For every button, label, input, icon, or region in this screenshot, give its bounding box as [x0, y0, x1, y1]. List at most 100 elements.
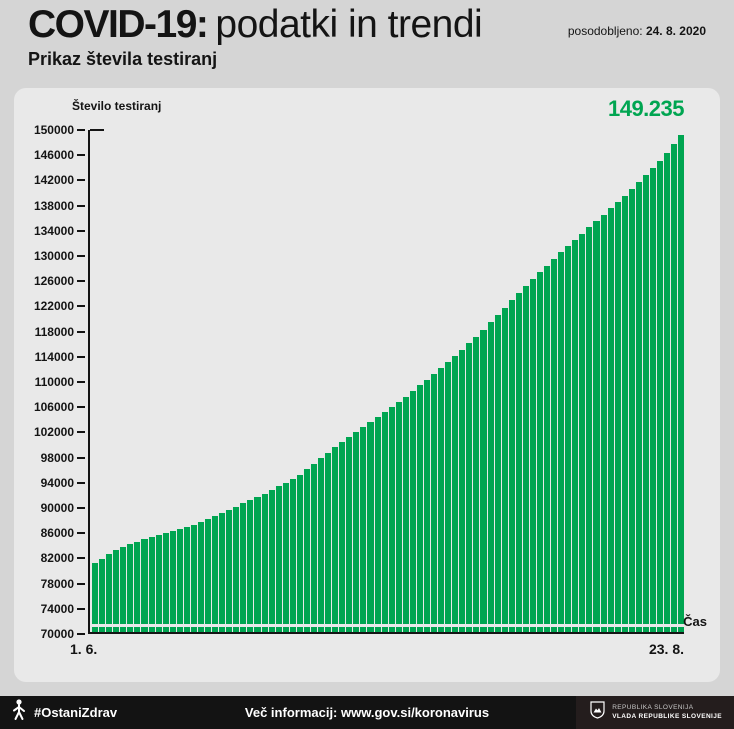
y-tick-label: 114000	[14, 350, 85, 364]
bar	[381, 411, 388, 632]
footer-info-text: Več informacij: www.gov.si/koronavirus	[244, 705, 490, 720]
bar	[141, 539, 148, 632]
y-tick-label: 130000	[14, 249, 85, 263]
y-tick-label: 94000	[14, 476, 85, 490]
bar	[466, 343, 473, 632]
bar	[134, 541, 141, 632]
page-title-rest: podatki in trendi	[215, 3, 483, 46]
bar	[275, 486, 282, 632]
footer-bar: #OstaniZdrav Več informacij: www.gov.si/…	[0, 696, 734, 729]
y-tick-label: 82000	[14, 551, 85, 565]
bar	[268, 490, 275, 632]
bar	[678, 134, 685, 632]
bar	[92, 562, 99, 632]
y-tick-label: 74000	[14, 602, 85, 616]
y-axis-top-tick	[90, 129, 104, 131]
y-tick-label: 118000	[14, 325, 85, 339]
bar	[353, 431, 360, 632]
bar	[515, 293, 522, 632]
bar	[318, 458, 325, 632]
bar	[480, 329, 487, 632]
bar	[586, 227, 593, 632]
bar	[325, 452, 332, 632]
bar	[212, 515, 219, 632]
bar	[635, 182, 642, 632]
y-tick-label: 134000	[14, 224, 85, 238]
bar	[247, 500, 254, 632]
bar	[289, 478, 296, 632]
bar	[529, 279, 536, 632]
chart-card: Število testiranj 149.235 150000 146000 14…	[14, 88, 720, 682]
person-icon	[12, 699, 26, 726]
bar	[233, 506, 240, 632]
y-tick-label: 98000	[14, 451, 85, 465]
y-tick-label: 86000	[14, 526, 85, 540]
bar	[593, 221, 600, 632]
bar	[445, 362, 452, 632]
bar	[219, 512, 226, 632]
bar	[183, 527, 190, 632]
bar	[162, 532, 169, 632]
bar	[395, 401, 402, 632]
bar	[487, 322, 494, 632]
bar	[544, 265, 551, 632]
bar	[536, 272, 543, 632]
bar	[374, 416, 381, 632]
bar	[600, 214, 607, 632]
government-line1: REPUBLIKA SLOVENIJA	[612, 704, 694, 712]
bar	[261, 493, 268, 632]
bar	[360, 426, 367, 632]
y-tick-label: 146000	[14, 148, 85, 162]
y-axis-title: Število testiranj	[72, 99, 162, 113]
x-axis-end-label: 23. 8.	[648, 641, 684, 657]
bar	[367, 421, 374, 632]
bar	[127, 544, 134, 632]
bar	[657, 161, 664, 632]
y-tick-label: 70000	[14, 627, 85, 641]
x-axis-labels: 1. 6. 23. 8.	[70, 641, 684, 657]
y-tick-label: 142000	[14, 173, 85, 187]
bar	[106, 554, 113, 632]
bar	[508, 300, 515, 632]
bar	[148, 536, 155, 632]
bar	[155, 534, 162, 632]
bar	[551, 258, 558, 632]
chart-subtitle: Prikaz števila testiranj	[28, 48, 218, 69]
bar	[621, 195, 628, 632]
bar	[664, 152, 671, 632]
bar	[169, 530, 176, 632]
bar	[614, 202, 621, 632]
government-text: REPUBLIKA SLOVENIJA VLADA REPUBLIKE SLOV…	[612, 704, 722, 721]
hashtag-label: #OstaniZdrav	[34, 705, 118, 720]
bar	[282, 482, 289, 632]
updated-label: posodobljeno:	[567, 23, 643, 38]
bar	[522, 286, 529, 632]
bar	[423, 379, 430, 632]
bar	[642, 175, 649, 632]
y-tick-label: 102000	[14, 425, 85, 439]
y-tick-label: 150000	[14, 123, 85, 137]
footer-left: #OstaniZdrav	[0, 699, 117, 726]
bar	[565, 246, 572, 632]
y-tick-label: 90000	[14, 501, 85, 515]
bar	[226, 509, 233, 632]
bar	[388, 406, 395, 632]
page-title-brand: COVID-19:	[28, 3, 209, 46]
bar	[205, 519, 212, 632]
y-axis: 150000 146000 142000 138000 134000 130000 1260…	[14, 123, 88, 641]
bar	[402, 396, 409, 632]
y-tick-label: 78000	[14, 577, 85, 591]
bar	[628, 189, 635, 632]
bar	[572, 239, 579, 632]
bar	[494, 315, 501, 632]
y-tick-label: 106000	[14, 400, 85, 414]
bar	[459, 349, 466, 632]
coat-of-arms-icon	[590, 701, 605, 724]
updated-date: 24. 8. 2020	[645, 23, 706, 38]
bar	[473, 337, 480, 632]
page-title: COVID-19: podatki in trendi	[28, 3, 483, 47]
government-line2: VLADA REPUBLIKE SLOVENIJE	[612, 712, 722, 720]
page-header: COVID-19: podatki in trendi posodobljeno:…	[0, 0, 734, 70]
bar	[339, 441, 346, 632]
bar	[120, 547, 127, 632]
